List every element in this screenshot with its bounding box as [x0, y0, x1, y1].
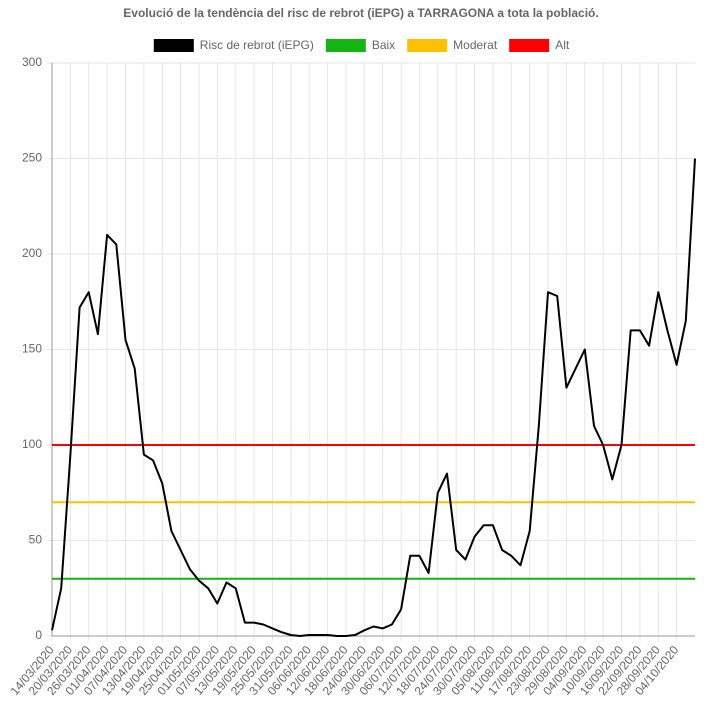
legend-label: Baix — [372, 38, 395, 52]
legend-label: Alt — [555, 38, 570, 52]
y-tick-label: 100 — [22, 437, 42, 451]
legend: Risc de rebrot (iEPG) Baix Moderat Alt — [153, 38, 570, 52]
legend-swatch — [325, 39, 366, 52]
legend-swatch — [509, 39, 550, 52]
y-tick-label: 250 — [22, 151, 42, 165]
legend-label: Moderat — [453, 38, 498, 52]
y-tick-label: 50 — [29, 533, 43, 547]
chart-title: Evolució de la tendència del risc de reb… — [123, 6, 598, 20]
legend-label: Risc de rebrot (iEPG) — [200, 38, 314, 52]
y-tick-label: 300 — [22, 55, 42, 69]
y-tick-label: 150 — [22, 342, 42, 356]
legend-swatch — [153, 39, 194, 52]
legend-swatch — [407, 39, 448, 52]
y-tick-label: 0 — [35, 628, 42, 642]
y-tick-label: 200 — [22, 246, 42, 260]
series-line — [51, 158, 696, 637]
